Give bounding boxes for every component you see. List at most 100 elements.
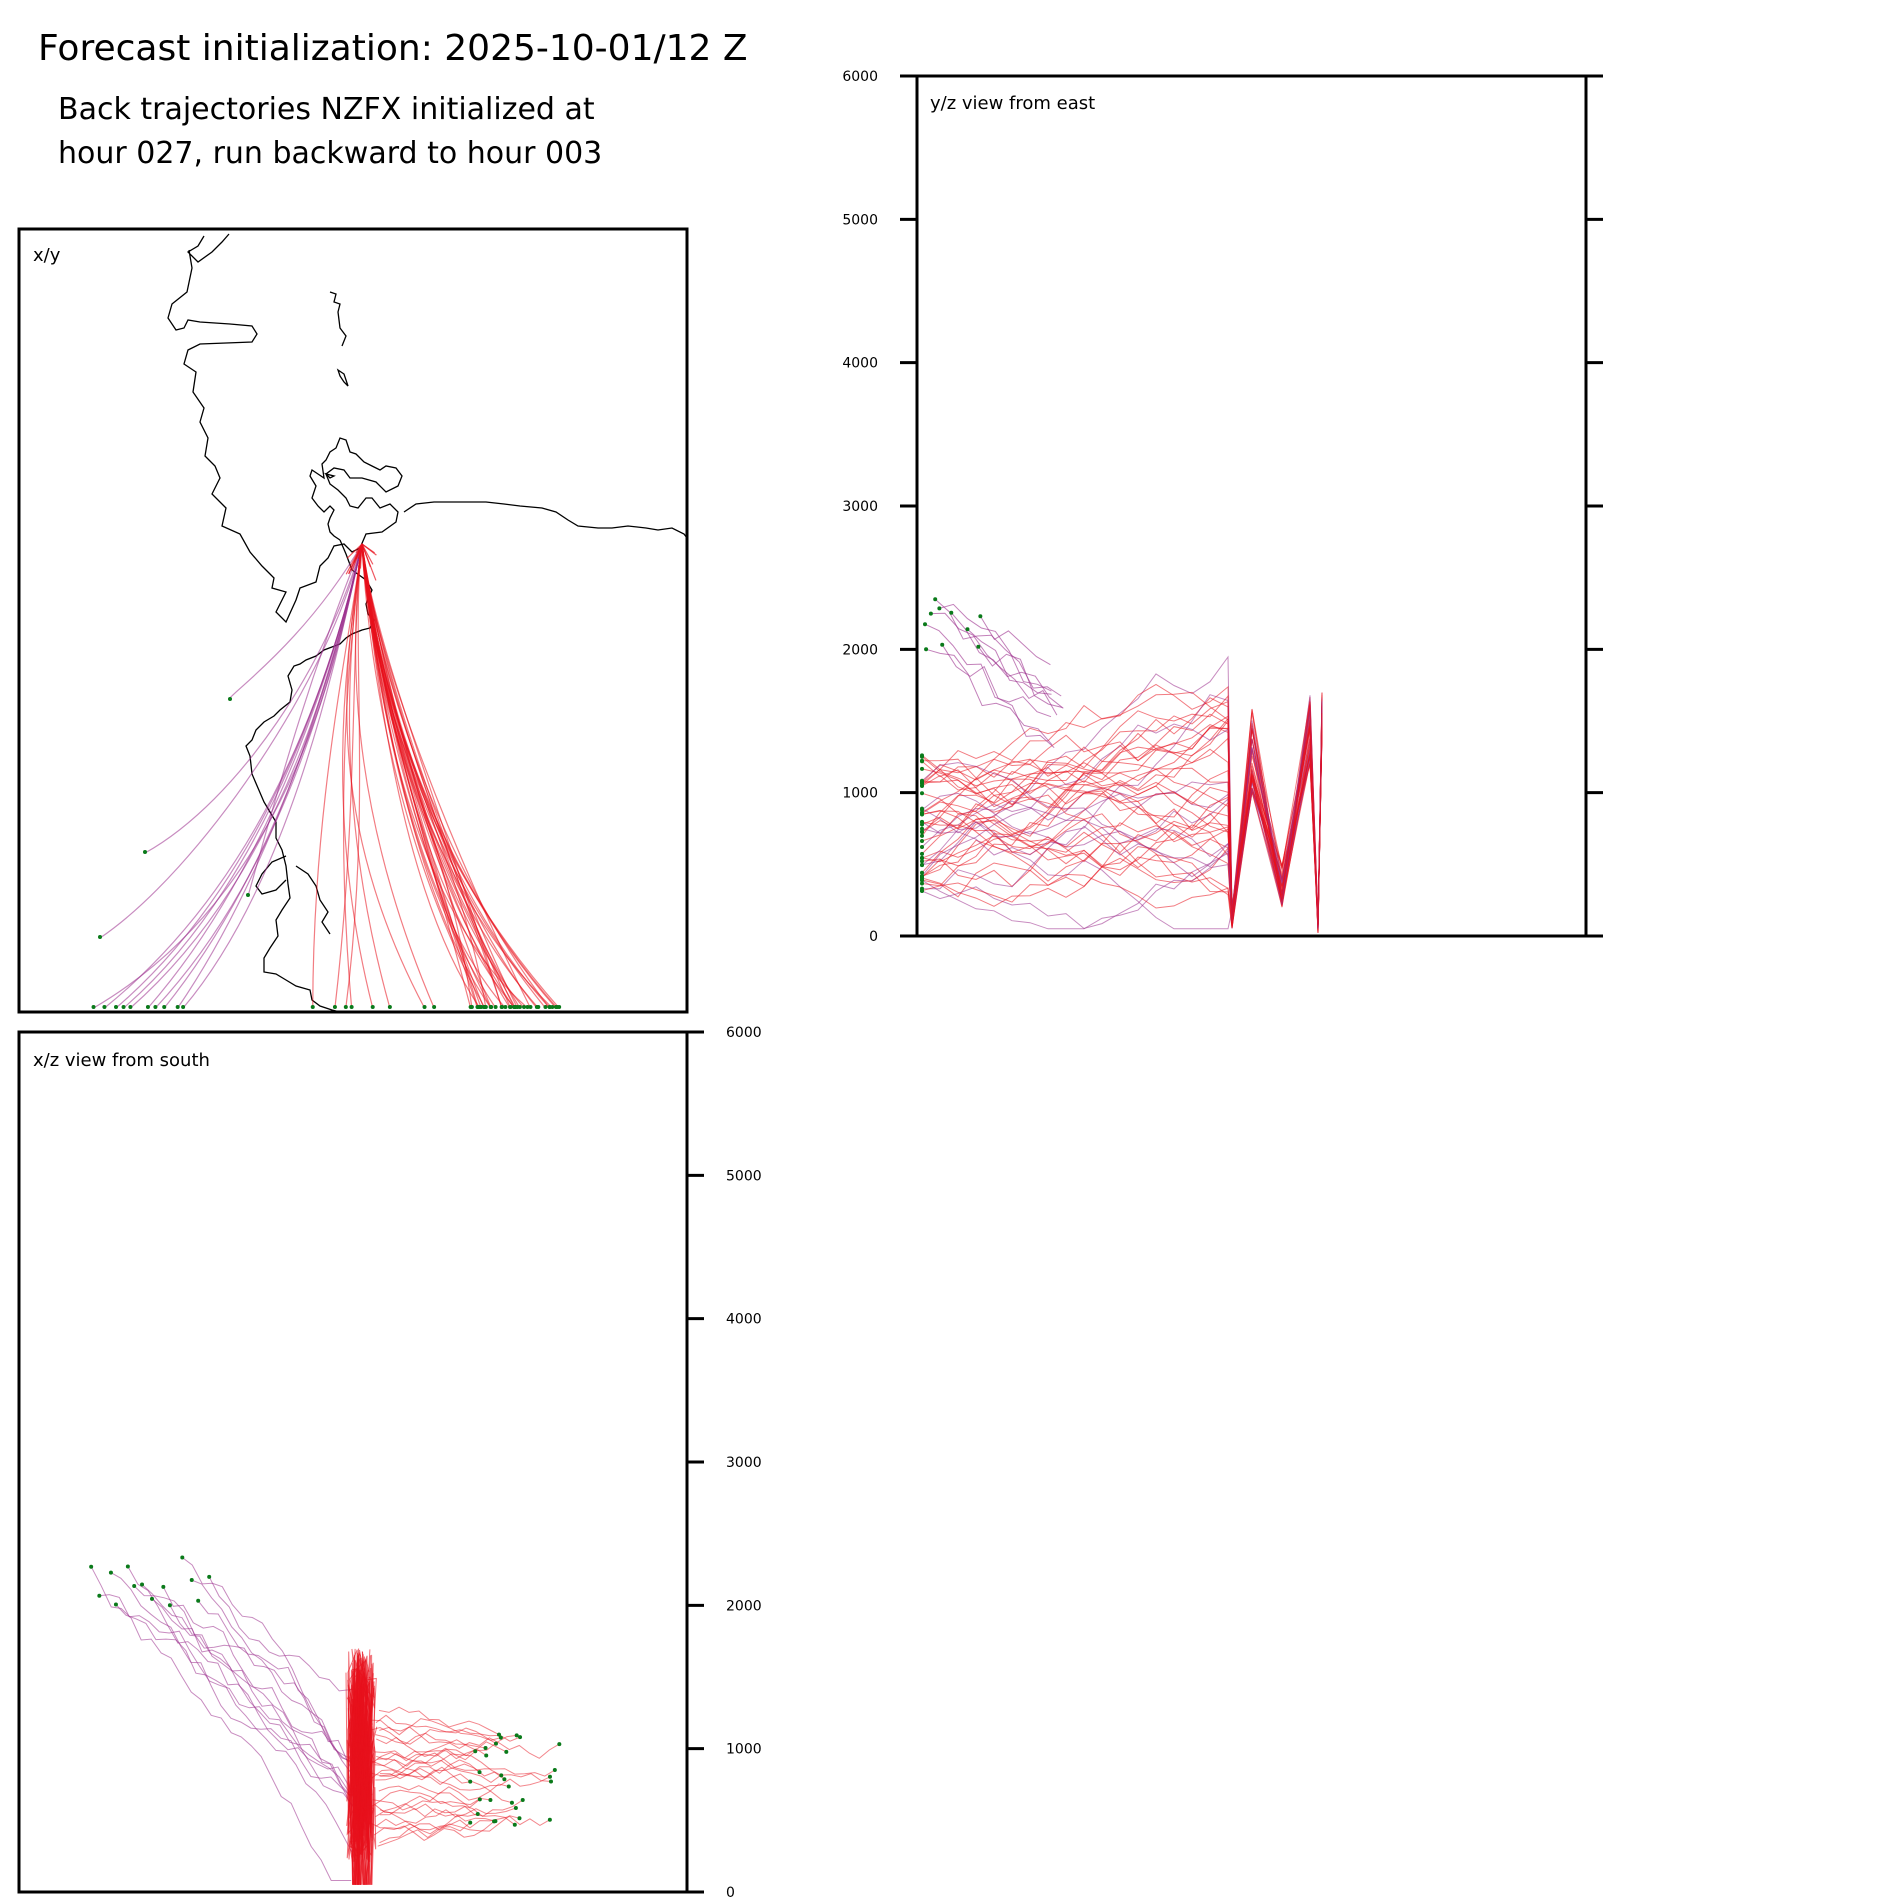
yz-start-marker <box>920 845 924 850</box>
xz-trajectory-line <box>379 1792 481 1816</box>
yz-start-marker <box>976 644 981 649</box>
xz-start-marker <box>497 1732 502 1737</box>
xz-tick-label: 5000 <box>726 1168 762 1184</box>
xz-start-marker <box>548 1779 553 1784</box>
yz-trajectory-line <box>939 603 1052 692</box>
xy-trajectory-line <box>115 543 363 1009</box>
xy-start-marker <box>153 1005 158 1009</box>
xz-start-marker <box>89 1564 94 1569</box>
xy-trajectory-line <box>357 543 363 581</box>
xz-trajectory-line <box>375 1747 476 1781</box>
xz-trajectory-line <box>370 1760 471 1786</box>
yz-start-marker <box>920 758 924 763</box>
xy-trajectory-line <box>361 543 551 1009</box>
yz-trajectory-line <box>921 713 1323 926</box>
yz-trajectory-line <box>921 723 1323 926</box>
xy-trajectory-line <box>163 543 363 1009</box>
yz-start-marker <box>920 859 924 864</box>
xz-trajectory-line <box>378 1783 509 1801</box>
xy-trajectory-line <box>361 543 512 1009</box>
yz-start-marker <box>923 622 928 627</box>
xz-trajectory-line <box>361 1651 375 1885</box>
xz-start-marker <box>196 1598 201 1603</box>
yz-trajectory-line <box>921 707 1323 925</box>
yz-start-marker <box>920 870 924 875</box>
xy-start-marker <box>102 1005 107 1009</box>
xz-trajectory-line <box>197 1600 359 1782</box>
xz-start-marker <box>547 1817 552 1822</box>
yz-start-marker <box>928 611 933 616</box>
yz-trajectory-line <box>977 646 1063 708</box>
xz-start-marker <box>468 1820 473 1825</box>
xy-frame <box>17 227 689 1014</box>
yz-trajectory-line <box>941 644 1055 748</box>
xz-start-marker <box>189 1578 194 1583</box>
xy-start-marker <box>543 1005 548 1009</box>
yz-start-markers <box>920 597 983 893</box>
yz-start-marker <box>920 820 924 825</box>
xy-start-marker <box>557 1005 562 1009</box>
yz-trajectory-line <box>921 705 1323 926</box>
xy-trajectory-line <box>154 543 363 1009</box>
xz-start-marker <box>477 1797 482 1802</box>
yz-tick-label: 5000 <box>842 212 878 228</box>
coastline <box>167 233 688 1013</box>
xz-trajectory-line <box>376 1734 517 1767</box>
xz-start-marker <box>140 1582 145 1587</box>
xz-start-marker <box>475 1812 480 1817</box>
xz-start-marker <box>502 1777 507 1782</box>
xy-trajectory-line <box>361 543 486 1009</box>
xz-trajectory-line <box>133 1585 355 1762</box>
xz-trajectory-line <box>378 1706 500 1736</box>
xz-start-marker <box>477 1770 482 1775</box>
xz-trajectory-line <box>127 1566 359 1807</box>
coastline-segment <box>329 291 347 347</box>
xy-start-marker <box>181 1005 186 1009</box>
yz-trajectory-line <box>921 709 1323 933</box>
yz-panel: 0 1000 2000 3000 4000 5000 6000 y/z view from … <box>842 69 1603 945</box>
yz-start-marker <box>920 833 924 838</box>
coastline-segment <box>403 501 688 539</box>
xy-start-marker <box>349 1005 354 1009</box>
xz-tick-label: 2000 <box>726 1598 762 1614</box>
xz-start-marker <box>512 1822 517 1827</box>
xy-trajectory-line <box>361 543 519 1009</box>
xy-trajectory-line <box>104 543 363 1009</box>
xy-start-markers <box>91 697 562 1009</box>
xy-start-marker <box>91 1005 96 1009</box>
xz-trajectory-line <box>162 1586 354 1807</box>
xz-tick-label: 1000 <box>726 1742 762 1758</box>
yz-start-marker <box>920 874 924 879</box>
yz-trajectory-line <box>921 700 1323 927</box>
xy-start-marker <box>522 1005 527 1009</box>
xy-trajectory-line <box>342 543 374 1009</box>
xz-trajectory-line <box>379 1815 520 1844</box>
xy-start-marker <box>508 1005 513 1009</box>
yz-trajectory-line <box>924 623 1052 718</box>
xy-trajectory-line <box>99 543 363 939</box>
xy-trajectory-line <box>361 543 515 1009</box>
xz-panel-label: x/z view from south <box>33 1050 210 1071</box>
xy-start-marker <box>246 893 250 897</box>
xz-trajectory-line <box>375 1807 517 1827</box>
xy-start-marker <box>488 1005 493 1009</box>
yz-start-marker <box>920 784 924 789</box>
xy-trajectory-line <box>361 543 375 554</box>
xz-trajectory-line <box>376 1748 487 1762</box>
xz-tick-label: 3000 <box>726 1455 762 1471</box>
xz-trajectory-line <box>375 1732 486 1749</box>
yz-start-marker <box>920 839 924 844</box>
yz-trajectory-line <box>930 612 1058 716</box>
xy-start-marker <box>228 697 232 701</box>
xy-start-marker <box>475 1005 480 1009</box>
xz-start-marker <box>509 1800 514 1805</box>
xy-start-marker <box>98 935 102 939</box>
xy-start-marker <box>175 1005 180 1009</box>
xz-start-marker <box>132 1584 137 1589</box>
xz-trajectory-line <box>110 1572 352 1797</box>
xy-trajectory-line <box>147 543 363 1009</box>
yz-trajectory-line <box>921 722 1323 921</box>
xy-start-marker <box>503 1005 508 1009</box>
yz-start-marker <box>920 812 924 817</box>
xz-start-marker <box>518 1735 523 1740</box>
